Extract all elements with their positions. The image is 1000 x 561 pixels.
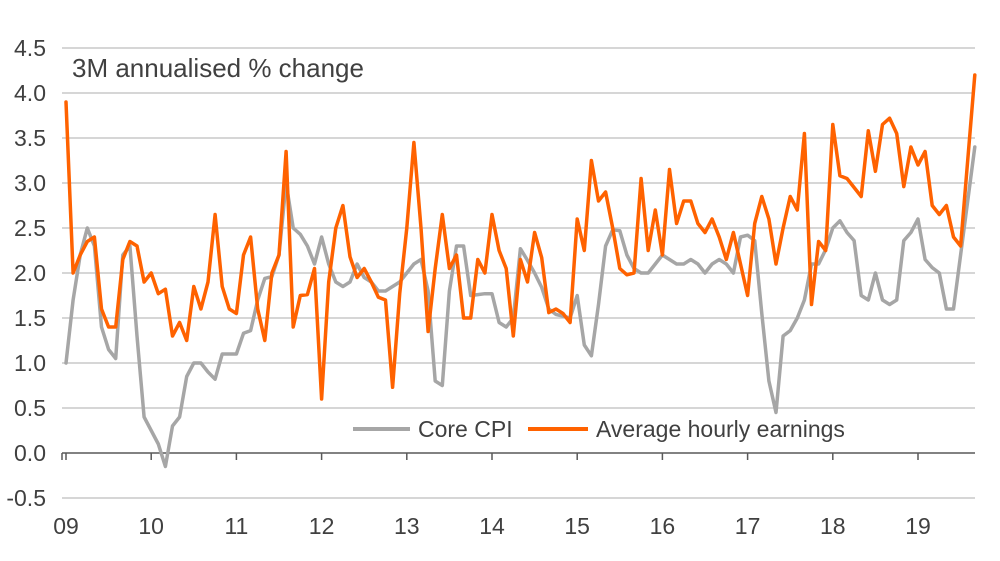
y-tick-label: 3.0 (14, 170, 46, 196)
x-tick-label: 10 (138, 513, 164, 539)
legend-core-cpi-label: Core CPI (418, 416, 513, 442)
x-tick-label: 15 (564, 513, 590, 539)
x-axis (61, 452, 975, 460)
core-cpi-line (64, 145, 977, 469)
x-tick-label: 13 (394, 513, 420, 539)
y-tick-label: 4.0 (14, 80, 46, 106)
x-axis-labels: 09 10 11 12 13 14 15 16 17 18 19 (53, 513, 931, 539)
y-tick-label: 2.0 (14, 260, 46, 286)
y-tick-label: 0.5 (14, 395, 46, 421)
y-axis-labels: -0.5 0.0 0.5 1.0 1.5 2.0 2.5 3.0 3.5 4.0 4.5 (6, 35, 46, 511)
x-tick-label: 09 (53, 513, 79, 539)
average-hourly-earnings-line (64, 73, 977, 401)
chart-title: 3M annualised % change (72, 53, 364, 83)
x-tick-label: 11 (224, 513, 248, 539)
y-tick-label: 1.0 (14, 350, 46, 376)
y-tick-label: 0.0 (14, 440, 46, 466)
y-tick-label: 4.5 (14, 35, 46, 61)
y-tick-label: 2.5 (14, 215, 46, 241)
x-tick-label: 14 (479, 513, 505, 539)
y-tick-label: 3.5 (14, 125, 46, 151)
x-tick-label: 17 (735, 513, 761, 539)
legend: Core CPI Average hourly earnings (353, 416, 845, 442)
x-tick-label: 19 (905, 513, 931, 539)
y-tick-label: 1.5 (14, 305, 46, 331)
x-tick-label: 16 (650, 513, 676, 539)
x-tick-label: 18 (820, 513, 846, 539)
x-tick-label: 12 (309, 513, 335, 539)
y-tick-label: -0.5 (6, 485, 46, 511)
legend-average-hourly-earnings-label: Average hourly earnings (596, 416, 845, 442)
